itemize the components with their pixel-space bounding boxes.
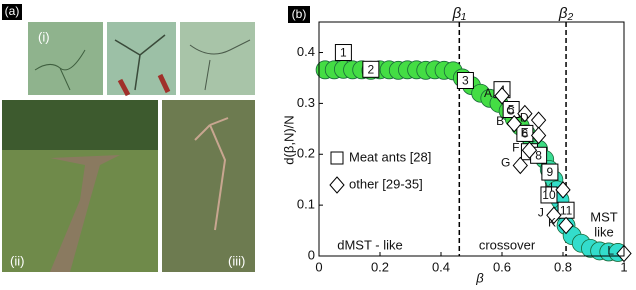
y-tick-label: 0.1 <box>297 197 315 212</box>
plot-frame <box>319 22 624 256</box>
legend-label: Meat ants [28] <box>349 149 431 164</box>
marker-label: H <box>544 180 553 194</box>
marker-label: 2 <box>368 62 375 76</box>
marker-label: G <box>501 156 510 170</box>
y-tick-label: 0.2 <box>297 146 315 161</box>
diamond-marker <box>532 112 546 128</box>
x-tick-label: 0.8 <box>554 259 572 274</box>
marker-label: 3 <box>462 74 469 88</box>
marker-label: A <box>484 86 492 100</box>
region-label: MST <box>590 209 618 224</box>
marker-label: 1 <box>340 46 347 60</box>
region-label: like <box>594 224 614 239</box>
x-tick-label: 0.4 <box>432 259 450 274</box>
figure: (a) (i) (ii) (iii) (b) β d(β,N)/N 0 0.2 0.… <box>0 0 636 285</box>
y-tick-label: 0 <box>308 247 315 262</box>
region-label: crossover <box>479 237 536 252</box>
y-tick-label: 0.3 <box>297 95 315 110</box>
panel-label: (b) <box>292 7 307 21</box>
y-tick-label: 0.4 <box>297 44 315 59</box>
trees <box>2 100 158 150</box>
region-label: dMST - like <box>337 237 403 252</box>
photo-label: (ii) <box>10 253 24 268</box>
marker-label: C <box>506 104 515 118</box>
photo <box>180 22 255 95</box>
marker-label: K <box>548 216 556 230</box>
x-tick-label: 0 <box>315 259 322 274</box>
marker-label: F <box>512 140 519 154</box>
x-tick-label: 0.6 <box>493 259 511 274</box>
panel-label: (a) <box>5 4 20 18</box>
threshold-label: β₂ <box>558 5 574 22</box>
x-tick-label: 0.2 <box>371 259 389 274</box>
photo-label: (i) <box>38 29 50 44</box>
photo-label: (iii) <box>228 253 245 268</box>
marker-label: D <box>520 110 529 124</box>
marker-label: 11 <box>560 203 573 217</box>
legend-marker <box>331 152 343 164</box>
y-axis-label: d(β,N)/N <box>281 115 296 164</box>
marker-label: E <box>521 126 529 140</box>
legend-label: other [29-35] <box>349 176 423 191</box>
marker-label: B <box>496 114 504 128</box>
legend-marker <box>330 177 344 193</box>
threshold-label: β₁ <box>452 5 467 22</box>
marker-label: 9 <box>547 165 554 179</box>
marker-label: J <box>538 205 544 219</box>
x-axis-label: β <box>475 270 484 285</box>
